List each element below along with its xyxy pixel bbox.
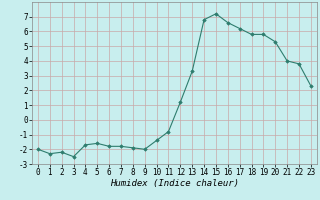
X-axis label: Humidex (Indice chaleur): Humidex (Indice chaleur) — [110, 179, 239, 188]
